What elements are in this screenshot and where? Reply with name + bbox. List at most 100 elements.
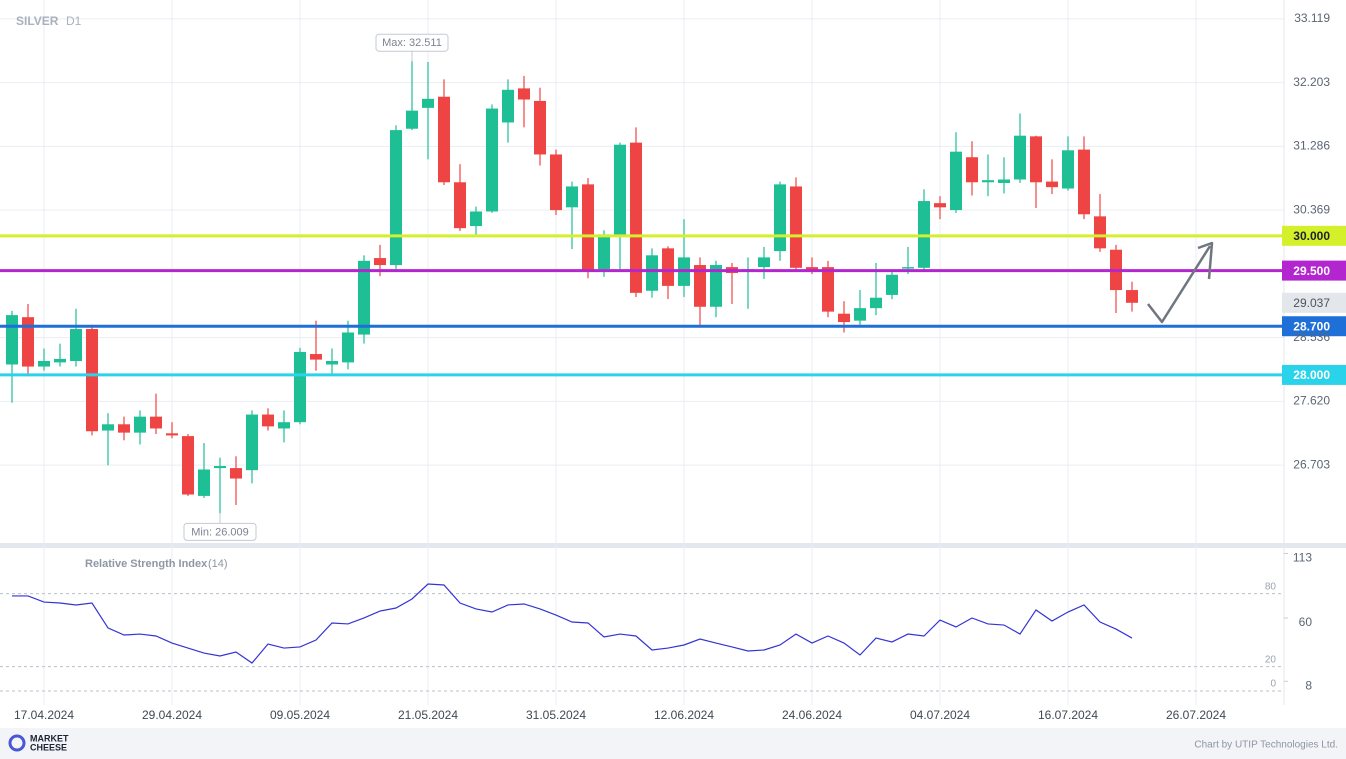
y-tick-label: 30.369 — [1293, 202, 1330, 216]
level-tag — [1282, 225, 1346, 246]
candle-body — [70, 329, 82, 362]
candle-body — [566, 186, 578, 208]
candle-body — [662, 248, 674, 286]
candle-body — [198, 469, 210, 496]
candle-body — [870, 297, 882, 309]
annotation-box — [375, 33, 449, 52]
candle-body — [406, 110, 418, 129]
candle-body — [150, 416, 162, 429]
candle-body — [246, 414, 258, 471]
candle-body — [998, 179, 1010, 183]
timeframe: D1 — [66, 14, 82, 28]
candle-body — [1062, 150, 1074, 189]
candle-body — [262, 414, 274, 427]
logo-text: CHEESE — [30, 742, 67, 752]
candle-body — [86, 329, 98, 432]
candle-body — [886, 274, 898, 295]
arrow-head — [1197, 241, 1214, 280]
levels: 30.000 29.500 28.700 28.000 29.037 Max: 32.51… — [0, 33, 1346, 541]
candle-body — [214, 466, 226, 469]
level-label: 28.700 — [1293, 319, 1330, 333]
candle-body — [166, 433, 178, 436]
candle-body — [790, 186, 802, 268]
annotation: Max: 32.511 — [382, 37, 442, 49]
candle-body — [982, 180, 994, 183]
x-tick-label: 16.07.2024 — [1038, 708, 1098, 722]
rsi-level-label: 20 — [1265, 654, 1277, 665]
x-tick-label: 12.06.2024 — [654, 708, 714, 722]
candle-body — [598, 234, 610, 270]
candle-body — [1094, 216, 1106, 249]
logo: MARKET CHEESE — [8, 733, 69, 752]
rsi-line — [12, 583, 1133, 664]
candle-body — [22, 317, 34, 367]
candle-body — [966, 157, 978, 183]
x-tick-label: 26.07.2024 — [1166, 708, 1226, 722]
candle-body — [438, 96, 450, 183]
candle-body — [710, 265, 722, 307]
rsi-level-label: 80 — [1265, 581, 1277, 592]
panel-separator — [0, 543, 1346, 548]
candle-body — [902, 267, 914, 269]
rsi-period: (14) — [208, 558, 228, 570]
candle-body — [358, 260, 370, 335]
annotation-box — [183, 522, 257, 541]
footer-bar — [0, 728, 1346, 759]
candle-body — [422, 98, 434, 108]
rsi-tick-label: 8 — [1305, 678, 1312, 692]
candle-body — [134, 416, 146, 433]
candle-body — [774, 184, 786, 252]
candle-body — [54, 358, 66, 363]
candle-body — [534, 100, 546, 155]
candle-body — [758, 257, 770, 268]
y-tick-label: 32.203 — [1293, 75, 1330, 89]
logo-text: MARKET — [30, 733, 69, 743]
last-price-label: 29.037 — [1293, 296, 1330, 310]
symbol-title: SILVER — [16, 14, 59, 28]
candle-body — [1030, 136, 1042, 183]
candle-body — [950, 151, 962, 211]
candle-body — [550, 154, 562, 211]
candle-body — [518, 88, 530, 100]
y-tick-label: 28.536 — [1293, 330, 1330, 344]
candle-body — [694, 265, 706, 307]
x-tick-label: 09.05.2024 — [270, 708, 330, 722]
candle-body — [230, 468, 242, 479]
candle-body — [38, 361, 50, 367]
rsi-title: Relative Strength Index — [85, 558, 208, 570]
level-label: 28.000 — [1293, 368, 1330, 382]
rsi-tick-label: 113 — [1293, 551, 1312, 565]
candle-body — [822, 267, 834, 312]
candle-body — [390, 130, 402, 266]
level-tag — [1282, 364, 1346, 385]
candle-body — [294, 351, 306, 423]
logo-icon — [8, 734, 26, 752]
candle-body — [102, 424, 114, 431]
x-tick-label: 29.04.2024 — [142, 708, 202, 722]
level-label: 29.500 — [1293, 264, 1330, 278]
candle-body — [838, 313, 850, 323]
candle-body — [182, 436, 194, 495]
credit: Chart by UTIP Technologies Ltd. — [1194, 740, 1338, 751]
candle-body — [1078, 149, 1090, 215]
candle-body — [1046, 181, 1058, 188]
candle-body — [934, 203, 946, 208]
candle-body — [630, 142, 642, 293]
candle-body — [502, 89, 514, 123]
candle-body — [326, 361, 338, 365]
rsi-level-label: 0 — [1270, 679, 1276, 690]
level-label: 30.000 — [1293, 229, 1330, 243]
x-tick-label: 24.06.2024 — [782, 708, 842, 722]
level-tag — [1282, 316, 1346, 337]
candle-body — [854, 308, 866, 321]
last-price-tag — [1282, 292, 1346, 313]
candle-body — [342, 332, 354, 363]
y-tick-label: 31.286 — [1293, 139, 1330, 153]
y-tick-label: 33.119 — [1294, 11, 1330, 25]
candle-body — [278, 422, 290, 429]
candle-body — [118, 424, 130, 433]
candle-body — [1014, 135, 1026, 180]
candle-body — [454, 182, 466, 229]
candle-body — [646, 255, 658, 291]
